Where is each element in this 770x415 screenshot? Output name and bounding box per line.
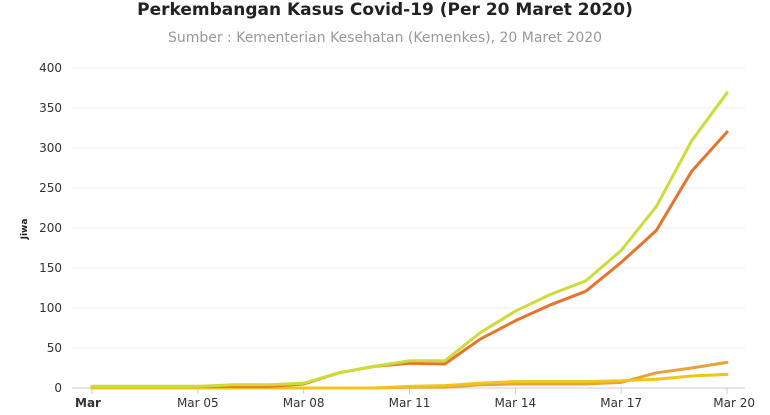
y-tick-label: 0 xyxy=(54,381,62,395)
x-tick-label: Mar 08 xyxy=(283,396,325,410)
y-axis-label: Jiwa xyxy=(20,219,30,241)
y-tick-label: 350 xyxy=(39,101,62,115)
chart-subtitle: Sumber : Kementerian Kesehatan (Kemenkes… xyxy=(167,30,603,46)
series-lines xyxy=(90,91,729,390)
x-tick-label: Mar 20 xyxy=(713,396,755,410)
grid-lines xyxy=(72,67,745,389)
y-tick-label: 150 xyxy=(39,261,62,275)
y-tick-label: 250 xyxy=(39,181,62,195)
y-tick-label: 400 xyxy=(39,61,62,75)
y-tick-label: 100 xyxy=(39,301,62,315)
y-tick-label: 300 xyxy=(39,141,62,155)
x-tick-label: Mar 11 xyxy=(389,396,431,410)
x-tick-label: Mar 14 xyxy=(494,396,536,410)
series-line-2 xyxy=(90,360,729,390)
x-tick-label: Mar xyxy=(75,396,101,410)
y-axis-ticks: 0 50 100 150 200 250 300 350 400 xyxy=(39,61,62,395)
series-line-0 xyxy=(90,91,729,388)
chart-title: Perkembangan Kasus Covid-19 (Per 20 Mare… xyxy=(137,0,633,20)
x-tick-label: Mar 17 xyxy=(600,396,642,410)
x-tick-label: Mar 05 xyxy=(177,396,219,410)
x-axis-ticks: Mar Mar 05 Mar 08 Mar 11 Mar 14 Mar 17 Mar 20 xyxy=(75,388,755,410)
series-line-3 xyxy=(90,372,729,390)
y-tick-label: 50 xyxy=(47,341,62,355)
y-tick-label: 200 xyxy=(39,221,62,235)
